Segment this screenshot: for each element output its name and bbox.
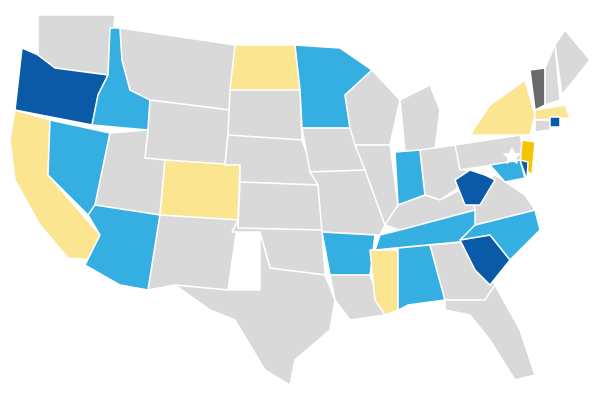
state [84,204,161,291]
capital-star [503,147,521,164]
state [554,29,591,96]
state [544,44,561,106]
state [369,249,399,316]
state [237,181,323,231]
state [549,116,561,128]
state [329,274,386,321]
state [444,284,536,381]
state [174,231,336,386]
state [534,119,551,133]
state [534,104,571,121]
state [229,44,301,91]
state [144,99,231,166]
state [321,231,376,276]
state [159,159,241,221]
state [469,79,536,136]
state [147,214,239,291]
state [519,159,529,181]
state [397,244,446,311]
state [399,84,441,153]
state [454,169,496,206]
state [227,89,303,141]
